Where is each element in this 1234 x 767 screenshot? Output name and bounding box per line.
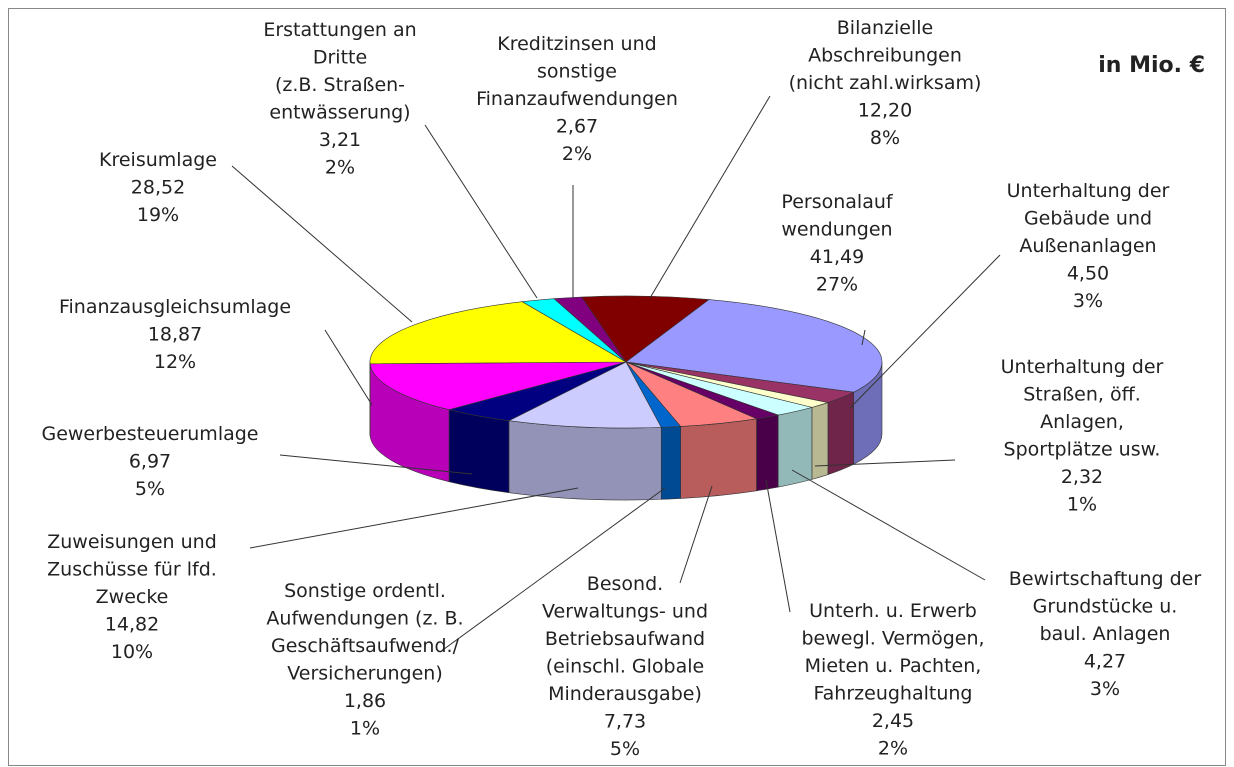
leader-line <box>231 165 413 323</box>
slice-side <box>448 409 510 494</box>
slice-label: Unterh. u. Erwerb bewegl. Vermögen, Mieten… <box>801 600 984 705</box>
percent-label: 2% <box>562 143 592 165</box>
slice <box>369 301 628 365</box>
value-label: 2,45 <box>872 710 914 732</box>
value-label: 28,52 <box>131 177 185 199</box>
slice-label: Unterhaltung der Gebäude und Außenanlagen <box>1007 180 1170 257</box>
value-label: 3,21 <box>319 129 361 151</box>
percent-label: 3% <box>1073 290 1103 312</box>
value-label: 7,73 <box>604 711 646 733</box>
slice-side <box>777 406 813 488</box>
slice-side <box>827 391 854 475</box>
slice-label: Finanzausgleichsumlage <box>59 296 291 318</box>
leader-line <box>791 469 986 581</box>
slice <box>369 361 627 410</box>
percent-label: 1% <box>1067 494 1097 516</box>
value-label: 1,86 <box>344 690 386 712</box>
slice <box>553 296 627 363</box>
percent-label: 5% <box>135 478 165 500</box>
leader-line <box>279 454 473 475</box>
value-label: 4,27 <box>1084 651 1126 673</box>
slice-side <box>756 414 779 492</box>
unit-label: in Mio. € <box>1098 53 1205 78</box>
percent-label: 10% <box>111 641 153 663</box>
percent-label: 2% <box>878 738 908 760</box>
leader-line <box>649 95 771 299</box>
leader-line <box>424 124 538 299</box>
slice-label: Zuweisungen und Zuschüsse für lfd. Zwecke <box>47 531 217 608</box>
slice-label: Erstattungen an Dritte (z.B. Straßen-entwä… <box>263 19 416 124</box>
slice-label: Unterhaltung der Straßen, öff. Anlagen, Spo… <box>1001 356 1164 461</box>
percent-label: 8% <box>870 127 900 149</box>
value-label: 18,87 <box>148 324 202 346</box>
leader-line <box>814 459 956 467</box>
value-label: 4,50 <box>1067 263 1109 285</box>
slice-side <box>811 402 829 480</box>
slice-label: Gewerbesteuerumlage <box>41 423 258 445</box>
slice <box>580 295 710 363</box>
value-label: 2,32 <box>1061 466 1103 488</box>
value-label: 41,49 <box>810 246 864 268</box>
slice-label: Sonstige ordentl. Aufwendungen (z. B. Gesc… <box>266 580 463 685</box>
percent-label: 5% <box>610 738 640 760</box>
leader-line <box>439 487 666 653</box>
leader-line <box>679 485 713 584</box>
percent-label: 1% <box>350 718 380 740</box>
value-label: 6,97 <box>129 451 171 473</box>
percent-label: 2% <box>325 157 355 179</box>
slice-label: Bilanzielle Abschreibungen (nicht zahl.wir… <box>789 17 982 94</box>
slice-label: Personalauf wendungen <box>781 191 893 241</box>
percent-label: 3% <box>1090 678 1120 700</box>
leader-line <box>324 329 373 406</box>
slice <box>507 361 662 429</box>
slice-label: Kreditzinsen und sonstige Finanzaufwendung… <box>476 33 678 110</box>
slice-label: Bewirtschaftung der Grundstücke u. baul. A… <box>1009 568 1202 645</box>
percent-label: 19% <box>137 204 179 226</box>
slice-side <box>508 420 662 501</box>
slice-label: Besond. Verwaltungs- und Betriebsaufwand (e… <box>542 573 708 705</box>
leader-line <box>249 487 579 549</box>
value-label: 12,20 <box>858 100 912 122</box>
percent-label: 27% <box>816 274 858 296</box>
slice-side <box>680 418 757 499</box>
leader-line <box>765 479 791 613</box>
leader-line <box>849 254 1001 409</box>
slice-label: Kreisumlage <box>99 149 217 171</box>
leader-line <box>861 329 866 346</box>
value-label: 14,82 <box>105 614 159 636</box>
value-label: 2,67 <box>556 116 598 138</box>
percent-label: 12% <box>154 351 196 373</box>
